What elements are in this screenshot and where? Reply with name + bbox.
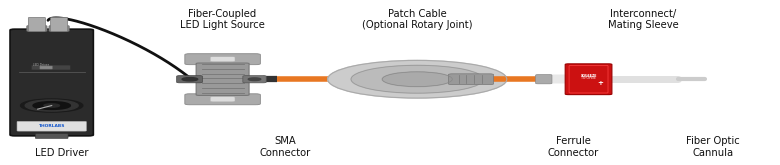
FancyBboxPatch shape [10,29,94,136]
FancyBboxPatch shape [210,57,235,62]
Circle shape [382,72,452,87]
FancyBboxPatch shape [185,54,261,65]
Circle shape [351,65,484,93]
Circle shape [20,99,83,112]
Text: +: + [597,80,603,86]
Text: Fiber-Coupled
LED Light Source: Fiber-Coupled LED Light Source [180,9,265,31]
Text: Fiber Optic
Cannula: Fiber Optic Cannula [686,136,740,158]
FancyBboxPatch shape [35,134,68,138]
FancyBboxPatch shape [49,26,69,31]
FancyBboxPatch shape [27,26,47,31]
FancyBboxPatch shape [40,66,52,69]
Text: TO OPEN: TO OPEN [581,76,596,80]
Text: Interconnect/
Mating Sleeve: Interconnect/ Mating Sleeve [608,9,679,31]
FancyBboxPatch shape [536,75,552,84]
Circle shape [25,100,78,111]
FancyBboxPatch shape [17,121,87,131]
FancyBboxPatch shape [196,63,249,95]
FancyBboxPatch shape [243,76,266,83]
Circle shape [328,60,507,98]
Text: THORLABS: THORLABS [38,124,65,128]
Circle shape [182,78,197,81]
Circle shape [33,102,70,109]
Text: Ferrule
Connector: Ferrule Connector [548,136,598,158]
Text: Patch Cable
(Optional Rotary Joint): Patch Cable (Optional Rotary Joint) [362,9,473,31]
FancyBboxPatch shape [176,76,202,83]
FancyBboxPatch shape [185,94,261,105]
FancyBboxPatch shape [210,97,235,102]
FancyBboxPatch shape [32,65,70,70]
FancyBboxPatch shape [28,17,45,32]
Circle shape [248,78,261,81]
Text: SMA
Connector: SMA Connector [259,136,310,158]
Circle shape [44,104,59,107]
Text: LED Driver: LED Driver [34,148,88,158]
FancyBboxPatch shape [566,64,612,95]
Text: SQUEEZE: SQUEEZE [580,73,597,77]
FancyBboxPatch shape [448,74,494,85]
Text: LED Driver: LED Driver [33,64,48,67]
FancyBboxPatch shape [51,17,68,32]
